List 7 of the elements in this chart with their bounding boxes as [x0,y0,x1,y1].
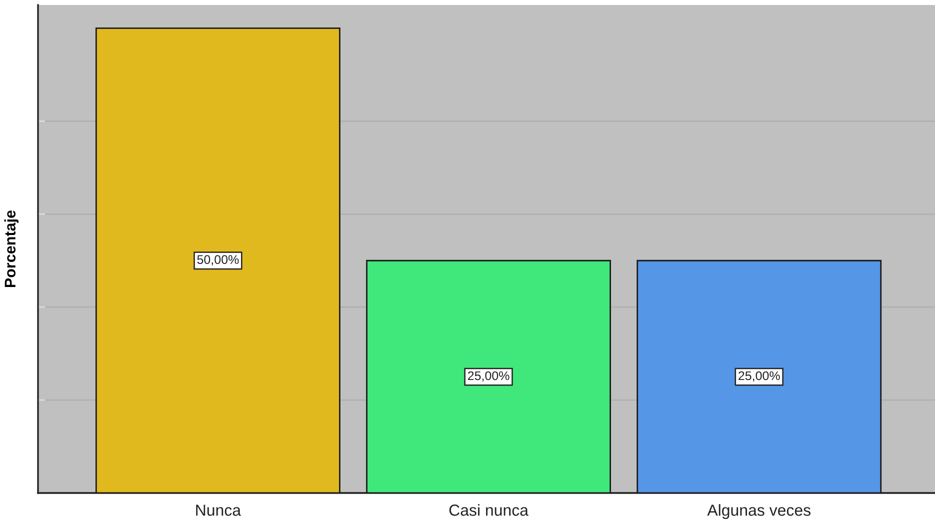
x-tick-label: Nunca [196,504,242,516]
y-axis-title: Porcentaje [4,210,19,288]
data-label: 25,00% [468,371,510,382]
x-tick-label: Casi nunca [449,504,528,516]
data-label: 50,00% [197,255,239,266]
x-tick-label: Algunas veces [707,504,810,519]
data-label: 25,00% [738,371,780,382]
